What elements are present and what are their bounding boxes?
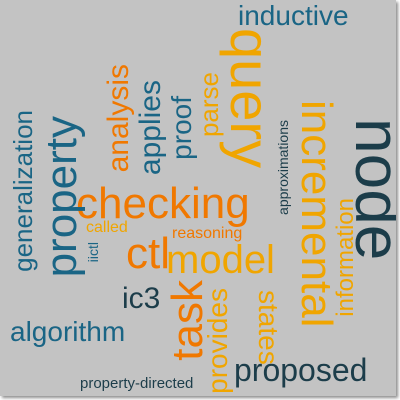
word-proof: proof (166, 96, 197, 160)
word-reasoning: reasoning (172, 225, 243, 242)
word-approximations: approximations (275, 120, 291, 215)
word-ic3: ic3 (122, 282, 161, 315)
word-model: model (166, 238, 275, 282)
word-iictl: iictl (85, 242, 101, 263)
word-called: called (86, 219, 128, 236)
word-provides: provides (202, 288, 233, 394)
word-node: node (342, 118, 396, 261)
word-incremental: incremental (292, 100, 341, 328)
word-algorithm: algorithm (10, 316, 126, 347)
word-information: information (332, 198, 359, 317)
word-checking: checking (76, 179, 250, 228)
word-ctl: ctl (126, 229, 170, 278)
word-analysis: analysis (102, 64, 135, 173)
word-query: query (219, 28, 282, 169)
word-parse: parse (194, 72, 224, 138)
word-property: property (37, 116, 86, 278)
word-generalization: generalization (8, 110, 38, 272)
word-applies: applies (134, 80, 167, 176)
word-states: states (253, 290, 284, 365)
word-proposed: proposed (234, 352, 368, 388)
word-inductive: inductive (238, 0, 349, 31)
word-property-directed: property-directed (80, 375, 194, 392)
